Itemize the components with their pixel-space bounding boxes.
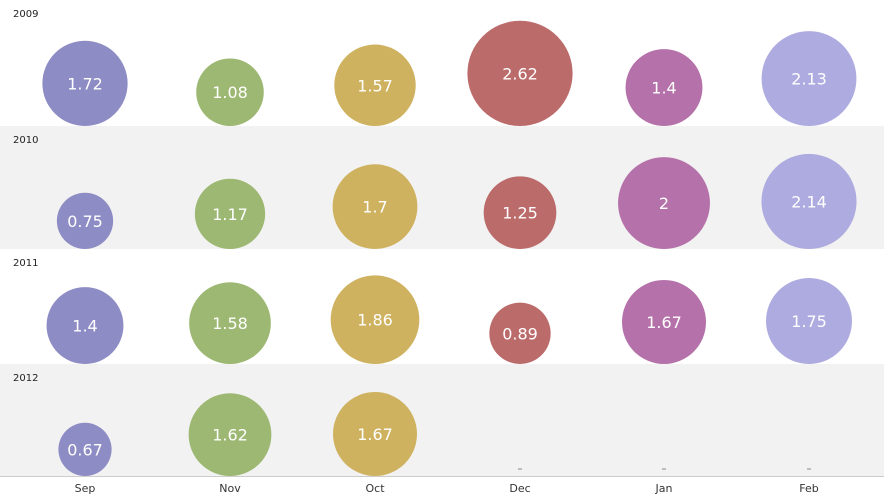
bubble-2010-Sep[interactable] bbox=[56, 192, 114, 249]
bubble-2011-Feb[interactable] bbox=[766, 278, 852, 364]
bubble-2010-Jan[interactable] bbox=[618, 157, 710, 249]
row-band-2009 bbox=[0, 0, 884, 126]
bubble-value-label: 1.08 bbox=[212, 83, 248, 102]
bubble-2012-Nov[interactable] bbox=[188, 393, 272, 476]
row-band-2010 bbox=[0, 126, 884, 249]
row-band-2012 bbox=[0, 364, 884, 476]
bubble-value-label: 0.67 bbox=[67, 440, 103, 459]
x-tick-label-jan: Jan bbox=[655, 482, 673, 495]
bubble-2009-Nov[interactable] bbox=[196, 58, 264, 127]
row-label-2011: 2011 bbox=[13, 258, 38, 269]
bubble-value-label: 1.86 bbox=[357, 311, 393, 330]
bubble-value-label: 1.67 bbox=[646, 313, 682, 332]
bubble-value-label: 2.14 bbox=[791, 192, 827, 211]
bubble-2012-Sep[interactable] bbox=[58, 422, 112, 477]
bubble-value-label: 1.75 bbox=[791, 312, 827, 331]
bubble-value-label: 2.13 bbox=[791, 70, 827, 89]
bubble-value-label: 1.72 bbox=[67, 74, 103, 93]
bubble-2012-Oct[interactable] bbox=[333, 392, 417, 476]
bubble-value-label: 1.4 bbox=[651, 79, 676, 98]
x-tick-label-nov: Nov bbox=[219, 482, 241, 495]
bubble-value-label: 2.62 bbox=[502, 64, 538, 83]
bubble-2011-Nov[interactable] bbox=[189, 282, 271, 364]
bubble-2009-Dec[interactable] bbox=[467, 20, 573, 126]
bubble-2010-Feb[interactable] bbox=[761, 153, 857, 249]
bubble-2009-Sep[interactable] bbox=[42, 40, 128, 126]
row-label-2012: 2012 bbox=[13, 373, 38, 384]
bubble-value-label: 1.7 bbox=[362, 198, 387, 217]
bubble-value-label: 0.89 bbox=[502, 324, 538, 343]
bubble-2011-Oct[interactable] bbox=[330, 275, 420, 364]
bubble-2011-Dec[interactable] bbox=[489, 302, 551, 364]
bubble-value-label: 2 bbox=[659, 194, 669, 213]
bubble-2010-Nov[interactable] bbox=[194, 178, 266, 249]
row-band-2011 bbox=[0, 249, 884, 364]
bubble-value-label: 1.57 bbox=[357, 76, 393, 95]
bubble-2011-Jan[interactable] bbox=[622, 280, 706, 364]
bubble-2009-Oct[interactable] bbox=[334, 44, 416, 126]
bubble-value-label: 1.58 bbox=[212, 314, 248, 333]
bubble-2009-Feb[interactable] bbox=[761, 31, 857, 126]
x-tick-label-feb: Feb bbox=[799, 482, 818, 495]
bubble-value-label: 1.17 bbox=[212, 205, 248, 224]
bubble-2011-Sep[interactable] bbox=[46, 287, 124, 364]
bubble-value-label: 0.75 bbox=[67, 212, 103, 231]
bubble-value-label: 1.67 bbox=[357, 425, 393, 444]
bubble-value-label: 1.62 bbox=[212, 426, 248, 445]
x-tick-label-sep: Sep bbox=[75, 482, 96, 495]
bubble-value-label: 1.4 bbox=[72, 317, 97, 336]
x-tick-label-oct: Oct bbox=[365, 482, 385, 495]
bubble-value-label: 1.25 bbox=[502, 204, 538, 223]
bubble-2010-Oct[interactable] bbox=[332, 164, 418, 249]
bubble-2010-Dec[interactable] bbox=[483, 176, 557, 249]
row-label-2009: 2009 bbox=[13, 9, 38, 20]
bubble-2009-Jan[interactable] bbox=[625, 49, 703, 127]
row-label-2010: 2010 bbox=[13, 135, 38, 146]
x-tick-label-dec: Dec bbox=[509, 482, 530, 495]
